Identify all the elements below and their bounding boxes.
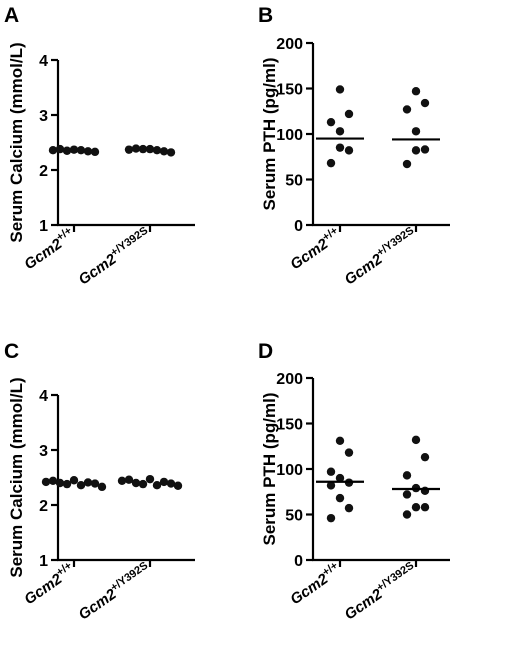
data-point — [55, 144, 65, 154]
data-point — [69, 145, 79, 154]
y-tick-label: 4 — [39, 388, 48, 405]
y-tick-label: 200 — [276, 36, 303, 53]
data-point — [138, 144, 148, 154]
y-axis-label: Serum PTH (pg/ml) — [260, 57, 279, 210]
y-axis-label: Serum Calcium (mmol/L) — [7, 377, 26, 577]
y-tick-label: 3 — [39, 443, 48, 460]
y-tick-label: 0 — [294, 218, 303, 235]
data-point — [62, 479, 72, 489]
data-point — [344, 109, 354, 119]
data-point — [131, 144, 141, 153]
data-point — [83, 478, 93, 487]
data-point — [402, 159, 412, 169]
data-point — [420, 98, 430, 108]
data-point — [420, 503, 430, 512]
data-point — [90, 479, 100, 488]
y-tick-label: 150 — [276, 417, 303, 434]
data-point — [131, 478, 141, 488]
y-tick-label: 0 — [294, 553, 303, 570]
x-category-label: Gcm2+/+ — [20, 225, 78, 274]
data-point — [402, 105, 412, 114]
data-point — [48, 146, 58, 155]
data-point — [420, 145, 430, 154]
data-point — [335, 493, 345, 503]
data-point — [344, 146, 354, 155]
data-point — [117, 476, 127, 485]
y-tick-label: 1 — [39, 553, 48, 570]
data-point — [152, 146, 162, 155]
data-point — [76, 481, 86, 490]
panel-a: A Serum Calcium (mmol/L) 1 2 3 4 Gcm2+/+Gcm2+/… — [4, 4, 195, 289]
y-tick-label: 50 — [285, 173, 303, 190]
data-point — [41, 477, 51, 487]
data-point — [402, 490, 412, 499]
data-point — [335, 127, 345, 136]
data-point — [411, 503, 421, 512]
x-category-label: Gcm2+/+ — [20, 560, 78, 609]
y-axis-label: Serum Calcium (mmol/L) — [7, 42, 26, 242]
x-category-label: Gcm2+/Y392S — [74, 560, 154, 624]
panel-letter: D — [258, 340, 273, 363]
x-category-label: Gcm2+/Y392S — [340, 560, 420, 624]
data-point — [420, 486, 430, 496]
data-point — [402, 510, 412, 519]
x-category-label: Gcm2+/Y392S — [74, 225, 154, 289]
y-tick-label: 4 — [39, 53, 48, 70]
panel-letter: B — [258, 4, 273, 27]
data-point — [344, 503, 354, 513]
data-point — [411, 146, 421, 155]
data-point — [335, 143, 345, 152]
data-point — [124, 475, 134, 484]
data-point — [138, 479, 148, 489]
data-point — [145, 144, 155, 154]
data-point — [326, 158, 336, 168]
data-point — [159, 477, 169, 487]
data-point — [411, 435, 421, 445]
data-point — [90, 147, 100, 157]
panel-c: C Serum Calcium (mmol/L) 1 2 3 4 Gcm2+/+Gcm2+/… — [4, 340, 195, 624]
data-point — [335, 85, 345, 94]
data-point — [335, 473, 345, 483]
data-point — [152, 481, 162, 490]
data-point — [326, 481, 336, 490]
data-point — [411, 127, 421, 136]
data-point — [420, 452, 430, 462]
data-point — [97, 482, 107, 492]
data-point — [76, 146, 86, 155]
data-point — [55, 478, 65, 488]
y-tick-label: 50 — [285, 508, 303, 525]
data-point — [83, 147, 93, 156]
data-point — [166, 479, 176, 488]
data-point — [159, 147, 169, 156]
data-point — [326, 467, 336, 476]
y-tick-label: 1 — [39, 218, 48, 235]
y-tick-label: 100 — [276, 462, 303, 479]
data-point — [173, 481, 183, 490]
x-category-label: Gcm2+/Y392S — [340, 225, 420, 289]
y-tick-label: 2 — [39, 163, 48, 180]
data-point — [124, 145, 134, 154]
data-point — [411, 87, 421, 96]
data-point — [326, 513, 336, 523]
data-point — [69, 476, 79, 485]
data-point — [62, 146, 72, 155]
data-point — [335, 436, 345, 445]
y-tick-label: 2 — [39, 498, 48, 515]
data-point — [402, 471, 412, 480]
data-point — [48, 476, 58, 485]
data-point — [326, 117, 336, 127]
panel-letter: C — [4, 340, 19, 363]
data-point — [145, 474, 155, 484]
y-tick-label: 3 — [39, 108, 48, 125]
data-point — [344, 448, 354, 457]
y-tick-label: 150 — [276, 82, 303, 99]
data-point — [166, 148, 176, 157]
y-tick-label: 100 — [276, 127, 303, 144]
y-axis-label: Serum PTH (pg/ml) — [260, 392, 279, 545]
panel-letter: A — [4, 4, 19, 27]
y-tick-label: 200 — [276, 371, 303, 388]
